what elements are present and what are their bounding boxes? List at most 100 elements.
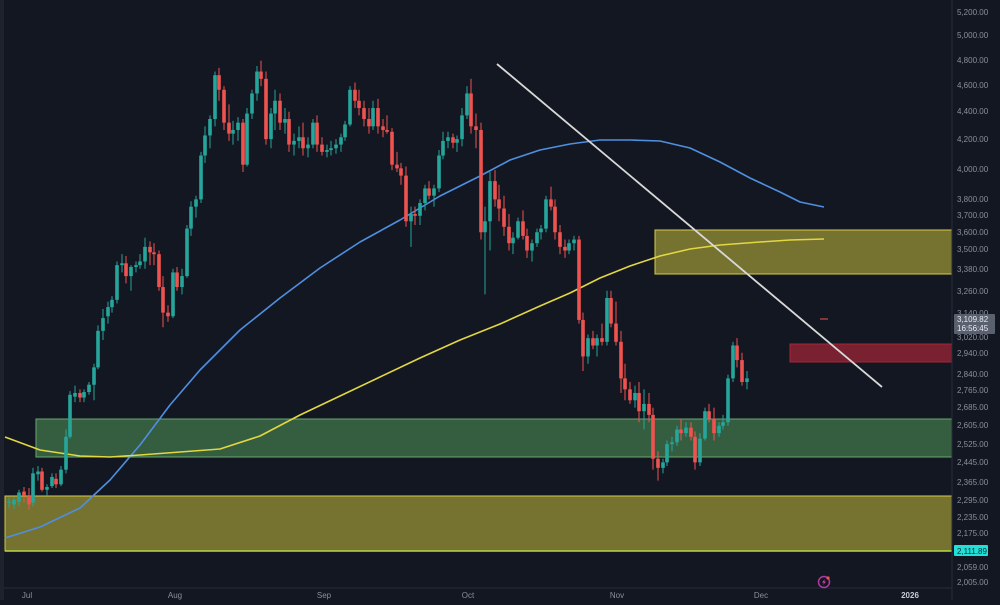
- price-tick-label: 2,445.00: [957, 458, 989, 467]
- candle-body: [124, 263, 128, 277]
- candle-body: [675, 429, 679, 443]
- candle-body: [106, 307, 110, 317]
- candle-body: [497, 199, 501, 209]
- price-tick-label: 4,000.00: [957, 165, 989, 174]
- candle-body: [651, 414, 655, 459]
- candle-body: [535, 232, 539, 244]
- candle-body: [250, 93, 254, 114]
- candle-body: [563, 246, 567, 251]
- trendline-layer[interactable]: [496, 63, 883, 388]
- price-tick-label: 2,840.00: [957, 370, 989, 379]
- candle-body: [693, 436, 697, 463]
- candle-body: [446, 137, 450, 141]
- time-axis[interactable]: Jul Aug Sep Oct Nov Dec 2026: [22, 591, 920, 600]
- candle-body: [707, 411, 711, 419]
- candle-body: [619, 341, 623, 379]
- resistance-zone-upper[interactable]: [654, 229, 953, 275]
- price-tick-label: 3,500.00: [957, 245, 989, 254]
- candle-body: [679, 429, 683, 434]
- candle-body: [283, 119, 287, 123]
- candle-body: [586, 338, 590, 357]
- demand-zone-red[interactable]: [789, 343, 953, 363]
- candle-body: [488, 181, 492, 222]
- candle-body: [259, 71, 263, 79]
- candle-body: [348, 89, 352, 125]
- candle-body: [712, 418, 716, 434]
- candle-body: [78, 392, 82, 398]
- candle-body: [735, 345, 739, 361]
- candle-body: [45, 487, 49, 490]
- lightning-event-icon[interactable]: [817, 575, 831, 589]
- support-zone-lower-yellow[interactable]: [4, 495, 953, 552]
- candle-body: [315, 122, 319, 145]
- candle-body: [22, 491, 26, 496]
- ma-slow-line[interactable]: [4, 238, 825, 458]
- candle-body: [409, 213, 413, 222]
- candle-body: [628, 389, 632, 401]
- candle-body: [245, 113, 249, 165]
- time-tick-label: Nov: [610, 591, 624, 600]
- price-tick-label: 3,600.00: [957, 228, 989, 237]
- candle-body: [581, 319, 585, 357]
- candle-body: [203, 135, 207, 156]
- candle-body: [371, 108, 375, 127]
- price-tick-label: 3,260.00: [957, 287, 989, 296]
- level-price-value: 2,111.89: [957, 547, 988, 556]
- candles-layer: [7, 60, 749, 510]
- candle-body: [287, 119, 291, 145]
- candle-body: [553, 206, 557, 233]
- time-tick-label: Dec: [754, 591, 768, 600]
- candle-body: [395, 164, 399, 169]
- candle-body: [413, 213, 417, 216]
- candle-body: [455, 139, 459, 143]
- candle-body: [339, 137, 343, 145]
- candle-body: [600, 338, 604, 342]
- candle-body: [180, 276, 184, 288]
- price-tick-label: 2,940.00: [957, 349, 989, 358]
- candle-body: [665, 444, 669, 463]
- candle-body: [726, 378, 730, 423]
- left-panel-edge: [0, 0, 4, 600]
- candle-body: [36, 471, 40, 475]
- candle-body: [731, 345, 735, 379]
- candle-body: [717, 425, 721, 434]
- candle-body: [385, 129, 389, 132]
- candle-body: [390, 131, 394, 165]
- candle-body: [264, 78, 268, 140]
- candle-body: [661, 462, 665, 468]
- candle-body: [623, 378, 627, 390]
- candle-body: [567, 243, 571, 251]
- candle-body: [7, 501, 11, 503]
- candle-body: [558, 232, 562, 247]
- candle-body: [208, 119, 212, 136]
- candle-body: [54, 478, 58, 485]
- candle-body: [241, 122, 245, 165]
- price-tick-label: 4,400.00: [957, 107, 989, 116]
- candle-body: [166, 312, 170, 317]
- price-tick-label: 2,175.00: [957, 529, 989, 538]
- candle-body: [68, 394, 72, 437]
- candle-body: [292, 140, 296, 145]
- candle-body: [609, 297, 613, 324]
- ma-fast-line[interactable]: [4, 139, 825, 539]
- candle-body: [110, 299, 114, 308]
- candle-body: [217, 75, 221, 90]
- candle-body: [31, 473, 35, 503]
- support-zone-green[interactable]: [35, 418, 953, 458]
- candle-body: [516, 221, 520, 238]
- price-tick-label: 2,295.00: [957, 496, 989, 505]
- price-axis[interactable]: 5,200.00 5,000.00 4,800.00 4,600.00 4,400.00…: [957, 8, 989, 587]
- candle-body: [721, 422, 725, 426]
- price-tick-label: 3,020.00: [957, 333, 989, 342]
- candle-body: [427, 188, 431, 196]
- trendline[interactable]: [496, 63, 883, 388]
- candle-body: [745, 378, 749, 383]
- candle-body: [595, 338, 599, 346]
- time-tick-label: Aug: [168, 591, 182, 600]
- candle-body: [92, 367, 96, 385]
- candle-body: [152, 252, 156, 255]
- candle-body: [199, 155, 203, 200]
